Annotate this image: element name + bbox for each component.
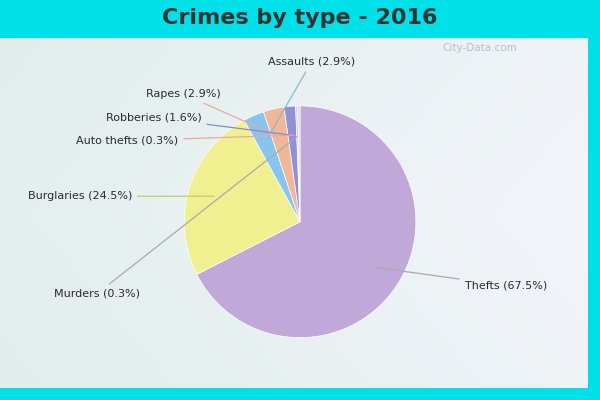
Text: Auto thefts (0.3%): Auto thefts (0.3%) [76, 135, 295, 146]
Wedge shape [244, 112, 300, 222]
Wedge shape [184, 120, 300, 274]
Text: Rapes (2.9%): Rapes (2.9%) [146, 89, 278, 136]
Wedge shape [296, 106, 300, 222]
Text: Burglaries (24.5%): Burglaries (24.5%) [28, 191, 214, 201]
Wedge shape [197, 106, 416, 338]
Text: Crimes by type - 2016: Crimes by type - 2016 [162, 8, 438, 28]
Text: Assaults (2.9%): Assaults (2.9%) [266, 57, 355, 140]
Text: Robberies (1.6%): Robberies (1.6%) [106, 112, 290, 135]
Text: City-Data.com: City-Data.com [443, 43, 517, 53]
Text: Thefts (67.5%): Thefts (67.5%) [377, 268, 547, 290]
Wedge shape [298, 106, 300, 222]
Wedge shape [284, 106, 300, 222]
Text: Murders (0.3%): Murders (0.3%) [54, 137, 297, 299]
Wedge shape [263, 107, 300, 222]
